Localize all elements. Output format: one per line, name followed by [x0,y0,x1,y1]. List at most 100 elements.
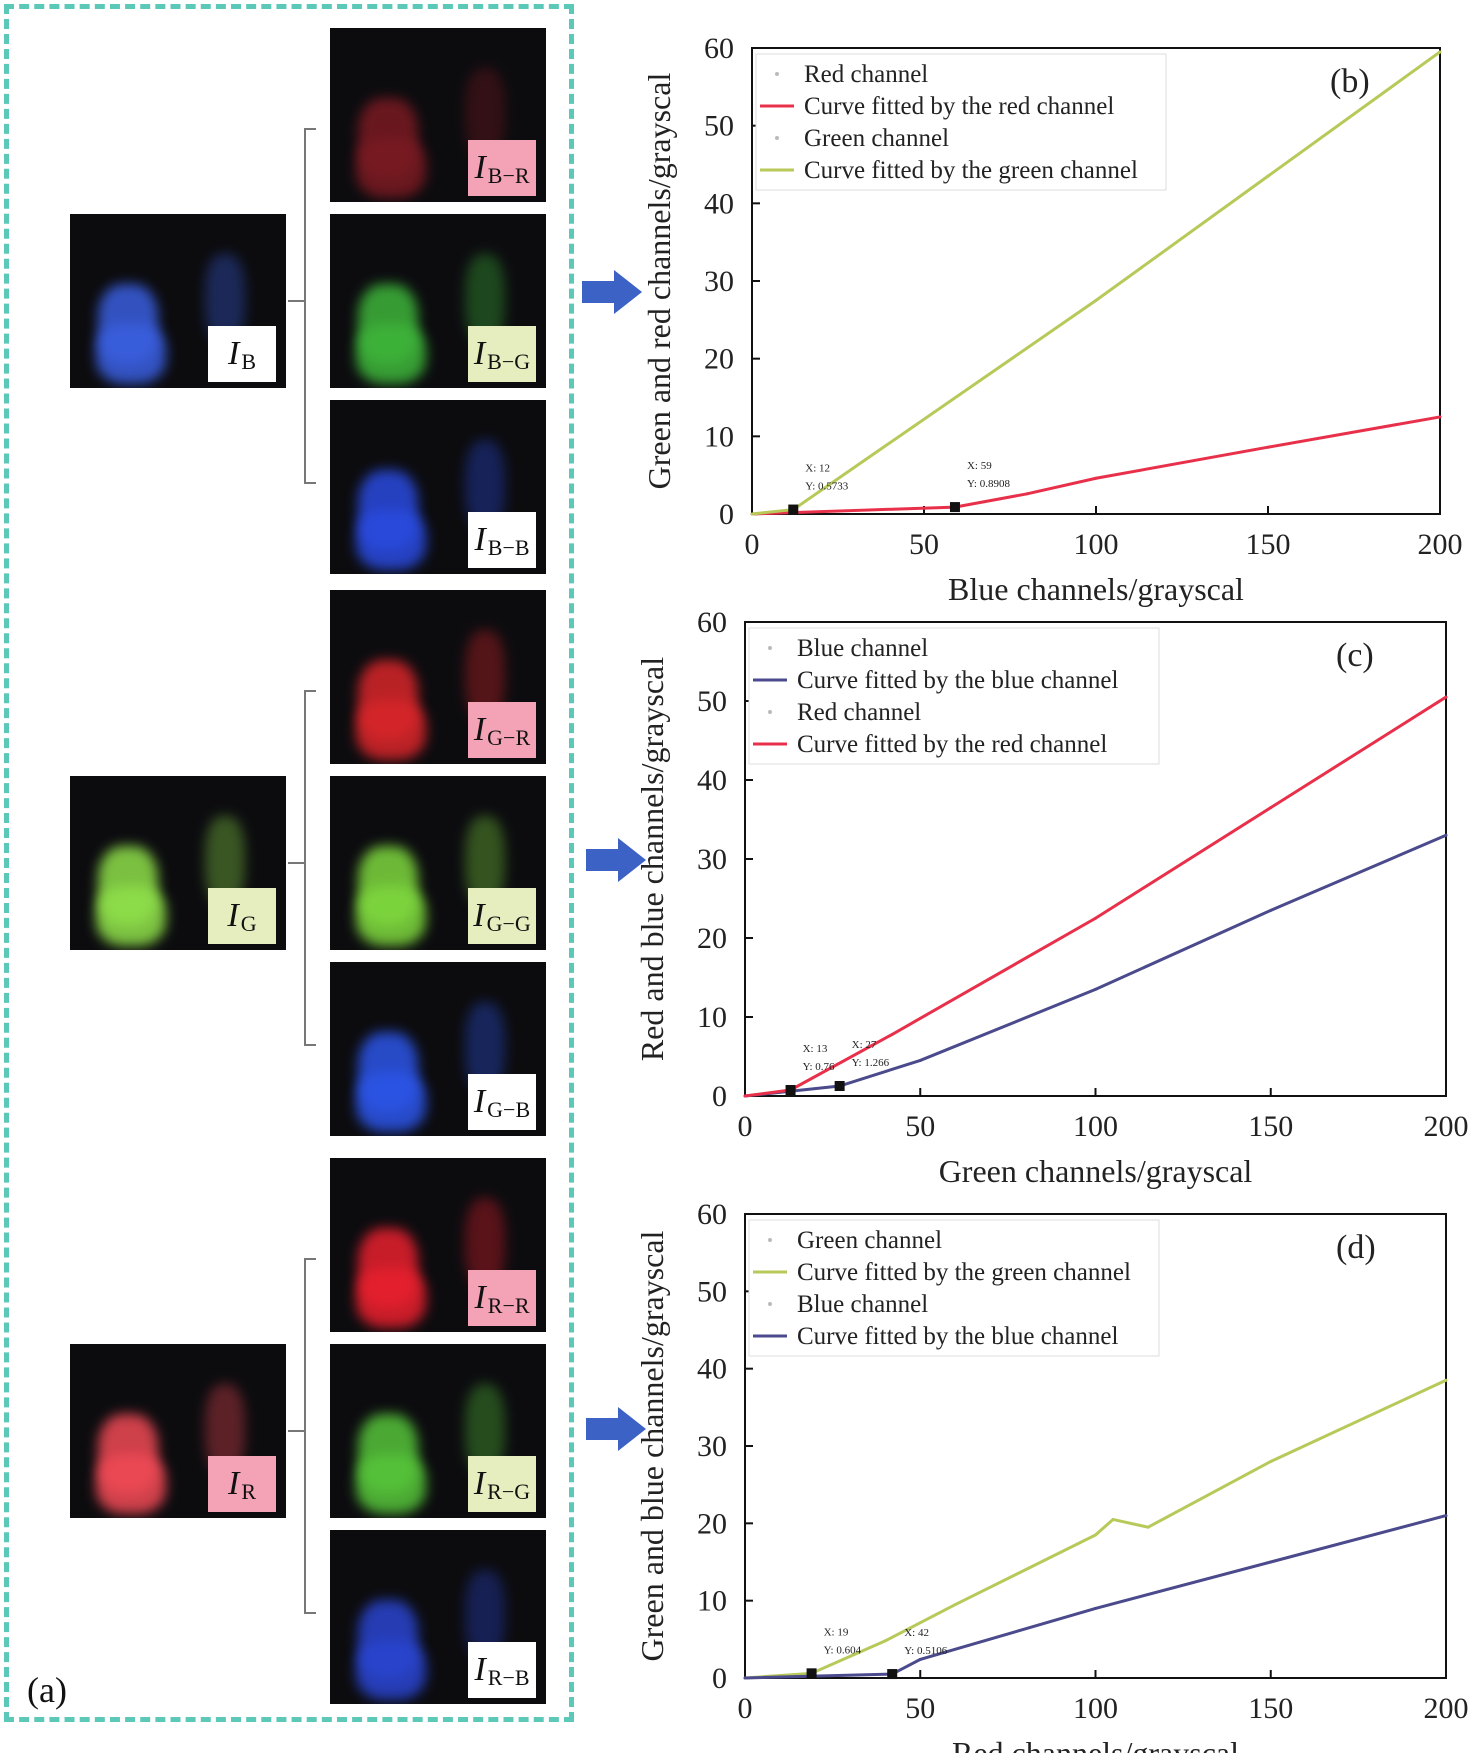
data-point [1111,1517,1115,1521]
legend-label: Blue channel [797,635,928,662]
image-label-sub: B [241,349,256,374]
legend-dot [768,1302,772,1306]
y-tick-label: 30 [697,843,727,876]
data-point [1269,806,1273,810]
image-label-main: I [473,711,486,748]
light-spot [356,1640,426,1700]
data-point [1444,695,1448,699]
legend-label: Curve fitted by the green channel [797,1259,1131,1286]
image-label-main: I [473,1083,486,1120]
series-line [744,1514,1447,1680]
legend-dot [775,72,779,76]
legend-label: Curve fitted by the blue channel [797,667,1118,694]
image-label-sub: B−G [487,349,531,374]
chart-0: 0 50 100 150 200 0 10 20 30 40 50 60 Blue channels/g… [641,32,1463,607]
x-tick-label: 150 [1246,528,1291,561]
image-label: I R−G [468,1456,536,1512]
data-point [918,1657,922,1661]
image-label-main: I [474,1651,486,1688]
image-label: I B−R [468,140,536,196]
panel-tag: (b) [1330,63,1370,100]
image-label-sub: B−B [487,535,530,560]
y-tick-label: 40 [697,764,727,797]
y-tick-label: 10 [704,420,734,453]
legend-label: Green channel [804,125,949,152]
image-label: I G−G [468,888,536,944]
annotation-y: Y: 0.5106 [904,1645,947,1657]
x-tick-label: 150 [1248,1692,1293,1725]
data-point [1444,1514,1448,1518]
channel-image: I R−B [330,1530,546,1704]
light-spot [356,138,426,198]
x-axis-label: Green channels/grayscal [939,1153,1253,1189]
annotation-x: X: 59 [967,460,992,472]
x-tick-label: 0 [745,528,760,561]
image-label-sub: B−R [487,163,530,188]
y-tick-label: 10 [697,1001,727,1034]
annotation-y: Y: 1.266 [852,1057,890,1069]
annotation-x: X: 12 [805,463,830,475]
image-label: I R−R [468,1270,536,1326]
image-label-main: I [473,897,485,934]
series-line [744,695,1447,1098]
annotation-x: X: 27 [852,1039,877,1051]
data-point [1266,174,1270,178]
legend-label: Curve fitted by the red channel [797,731,1107,758]
data-point [1266,445,1270,449]
annotation-y: Y: 0.604 [824,1644,862,1656]
annotation-marker [949,502,960,513]
image-label-main: I [473,1465,486,1502]
legend-box [755,53,1167,191]
data-point [1269,908,1273,912]
light-spot [96,886,166,946]
bracket [304,128,316,484]
x-tick-label: 200 [1418,528,1463,561]
y-tick-label: 60 [704,32,734,65]
data-point [918,1058,922,1062]
y-tick-label: 50 [697,1275,727,1308]
x-tick-label: 200 [1424,1692,1469,1725]
legend-label: Red channel [797,699,921,726]
legend-label: Curve fitted by the red channel [804,93,1114,120]
annotation-y: Y: 0.8908 [967,478,1010,490]
annotation-marker [788,504,799,515]
data-point [1094,476,1098,480]
legend-dot [768,710,772,714]
bracket [304,1258,316,1614]
legend-box [748,627,1160,765]
arrow-icon [582,270,642,314]
bracket-stem [288,862,304,864]
legend-dot [768,1238,772,1242]
image-label: I G−R [468,702,536,758]
data-point [1269,1560,1273,1564]
annotation-marker [887,1669,898,1680]
x-tick-label: 0 [738,1110,753,1143]
channel-image: I R−R [330,1158,546,1332]
y-tick-label: 50 [697,685,727,718]
series-line [744,1378,1447,1680]
x-tick-label: 50 [905,1110,935,1143]
x-tick-label: 100 [1073,1692,1118,1725]
arrow-icon [586,838,646,882]
y-axis-label: Green and red channels/grayscal [641,73,677,490]
image-label-sub: R−R [487,1293,530,1318]
light-spot [356,886,426,946]
image-label-sub: R−B [487,1665,530,1690]
image-label-main: I [474,1279,486,1316]
annotation-x: X: 13 [803,1043,828,1055]
data-point [890,1032,894,1036]
x-tick-label: 150 [1248,1110,1293,1143]
image-label-main: I [227,1465,240,1502]
image-label: I G−B [468,1074,536,1130]
y-axis-label: Green and blue channels/grayscal [634,1230,670,1661]
image-label-sub: R [241,1479,256,1504]
data-point [1094,1533,1097,1537]
bracket-stem [288,1430,304,1432]
y-tick-label: 0 [712,1080,727,1113]
arrow-icon [586,1407,646,1451]
